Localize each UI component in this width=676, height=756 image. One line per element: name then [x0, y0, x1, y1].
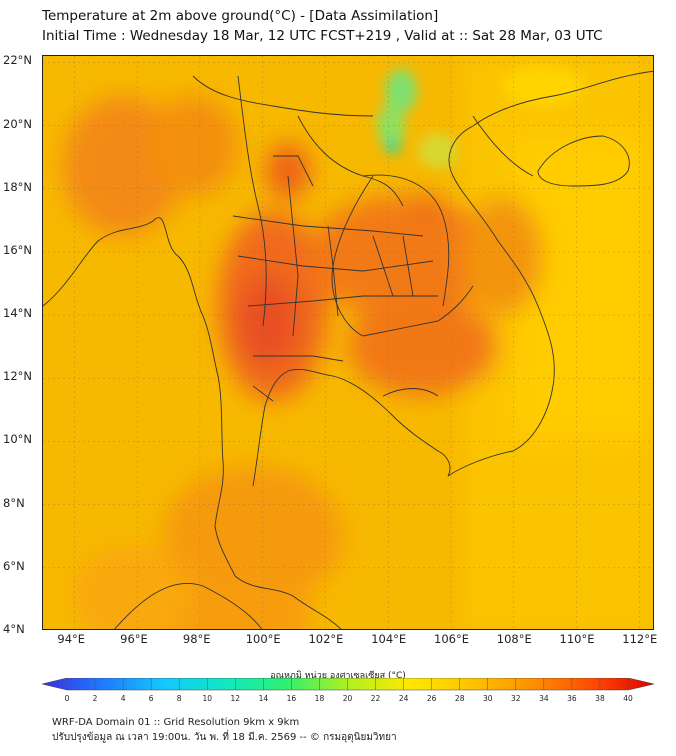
footer: WRF-DA Domain 01 :: Grid Resolution 9km …: [52, 715, 397, 745]
footer-line-1: WRF-DA Domain 01 :: Grid Resolution 9km …: [52, 717, 300, 728]
longitude-label: 108°E: [496, 632, 532, 646]
colorbar-tick-label: 2: [93, 694, 98, 703]
longitude-label: 100°E: [245, 632, 281, 646]
longitude-label: 106°E: [434, 632, 469, 646]
colorbar-tick-label: 14: [259, 694, 269, 703]
latitude-label: 20°N: [3, 116, 32, 131]
title-line-1: Temperature at 2m above ground(°C) - [Da…: [42, 8, 439, 24]
colorbar-tick-label: 0: [65, 694, 70, 703]
longitude-label: 102°E: [308, 632, 344, 646]
colorbar-tick-label: 34: [539, 694, 549, 703]
colorbar-tick-label: 36: [567, 694, 577, 703]
latitude-label: 14°N: [3, 306, 32, 321]
colorbar-tick-label: 6: [149, 694, 154, 703]
colorbar-ticks: 0 2 4 6 8 10 12 14 16 18 20 22 24 26 28 30 32 34 36 38 40: [65, 678, 633, 703]
colorbar-tick-label: 18: [315, 694, 325, 703]
longitude-label: 104°E: [371, 632, 407, 646]
colorbar-tick-label: 20: [343, 694, 353, 703]
colorbar-tick-label: 22: [371, 694, 381, 703]
title-line-2: Initial Time : Wednesday 18 Mar, 12 UTC …: [42, 28, 603, 44]
latitude-label: 12°N: [3, 369, 32, 384]
longitude-label: 94°E: [57, 632, 86, 646]
temperature-map: [42, 55, 654, 630]
colorbar-tick-label: 38: [595, 694, 605, 703]
footer-line-2: ปรับปรุงข้อมูล ณ เวลา 19:00น. วัน พ. ที่…: [52, 732, 397, 743]
colorbar-tick-label: 8: [177, 694, 182, 703]
latitude-label: 22°N: [3, 53, 32, 68]
colorbar-title: อุณหภูมิ หน่วย องศาเซลเซียส (°C): [270, 671, 406, 681]
latitude-label: 18°N: [3, 179, 32, 194]
latitude-label: 16°N: [3, 242, 32, 257]
longitude-label: 110°E: [559, 632, 595, 646]
colorbar-tick-label: 32: [511, 694, 521, 703]
latitude-label: 8°N: [3, 495, 25, 510]
colorbar: 0 2 4 6 8 10 12 14 16 18 20 22 24 26 28 30 32 34 36 38 40: [41, 678, 655, 703]
latitude-label: 4°N: [3, 622, 25, 636]
colorbar-tick-label: 12: [231, 694, 241, 703]
colorbar-tick-label: 40: [623, 694, 633, 703]
latitude-label: 10°N: [3, 432, 32, 447]
graticule: [43, 56, 653, 629]
longitude-label: 98°E: [182, 632, 211, 646]
latitude-label: 6°N: [3, 558, 25, 573]
colorbar-tick-label: 30: [483, 694, 493, 703]
longitude-label: 112°E: [622, 632, 658, 646]
colorbar-tick-label: 16: [287, 694, 297, 703]
colorbar-tick-label: 26: [427, 694, 437, 703]
colorbar-tick-label: 4: [121, 694, 126, 703]
colorbar-bar: [41, 678, 655, 691]
temperature-field: [43, 56, 653, 629]
colorbar-tick-label: 24: [399, 694, 409, 703]
colorbar-tick-label: 28: [455, 694, 465, 703]
chart-title: Temperature at 2m above ground(°C) - [Da…: [42, 6, 603, 46]
colorbar-tick-label: 10: [202, 694, 212, 703]
longitude-label: 96°E: [120, 632, 148, 646]
